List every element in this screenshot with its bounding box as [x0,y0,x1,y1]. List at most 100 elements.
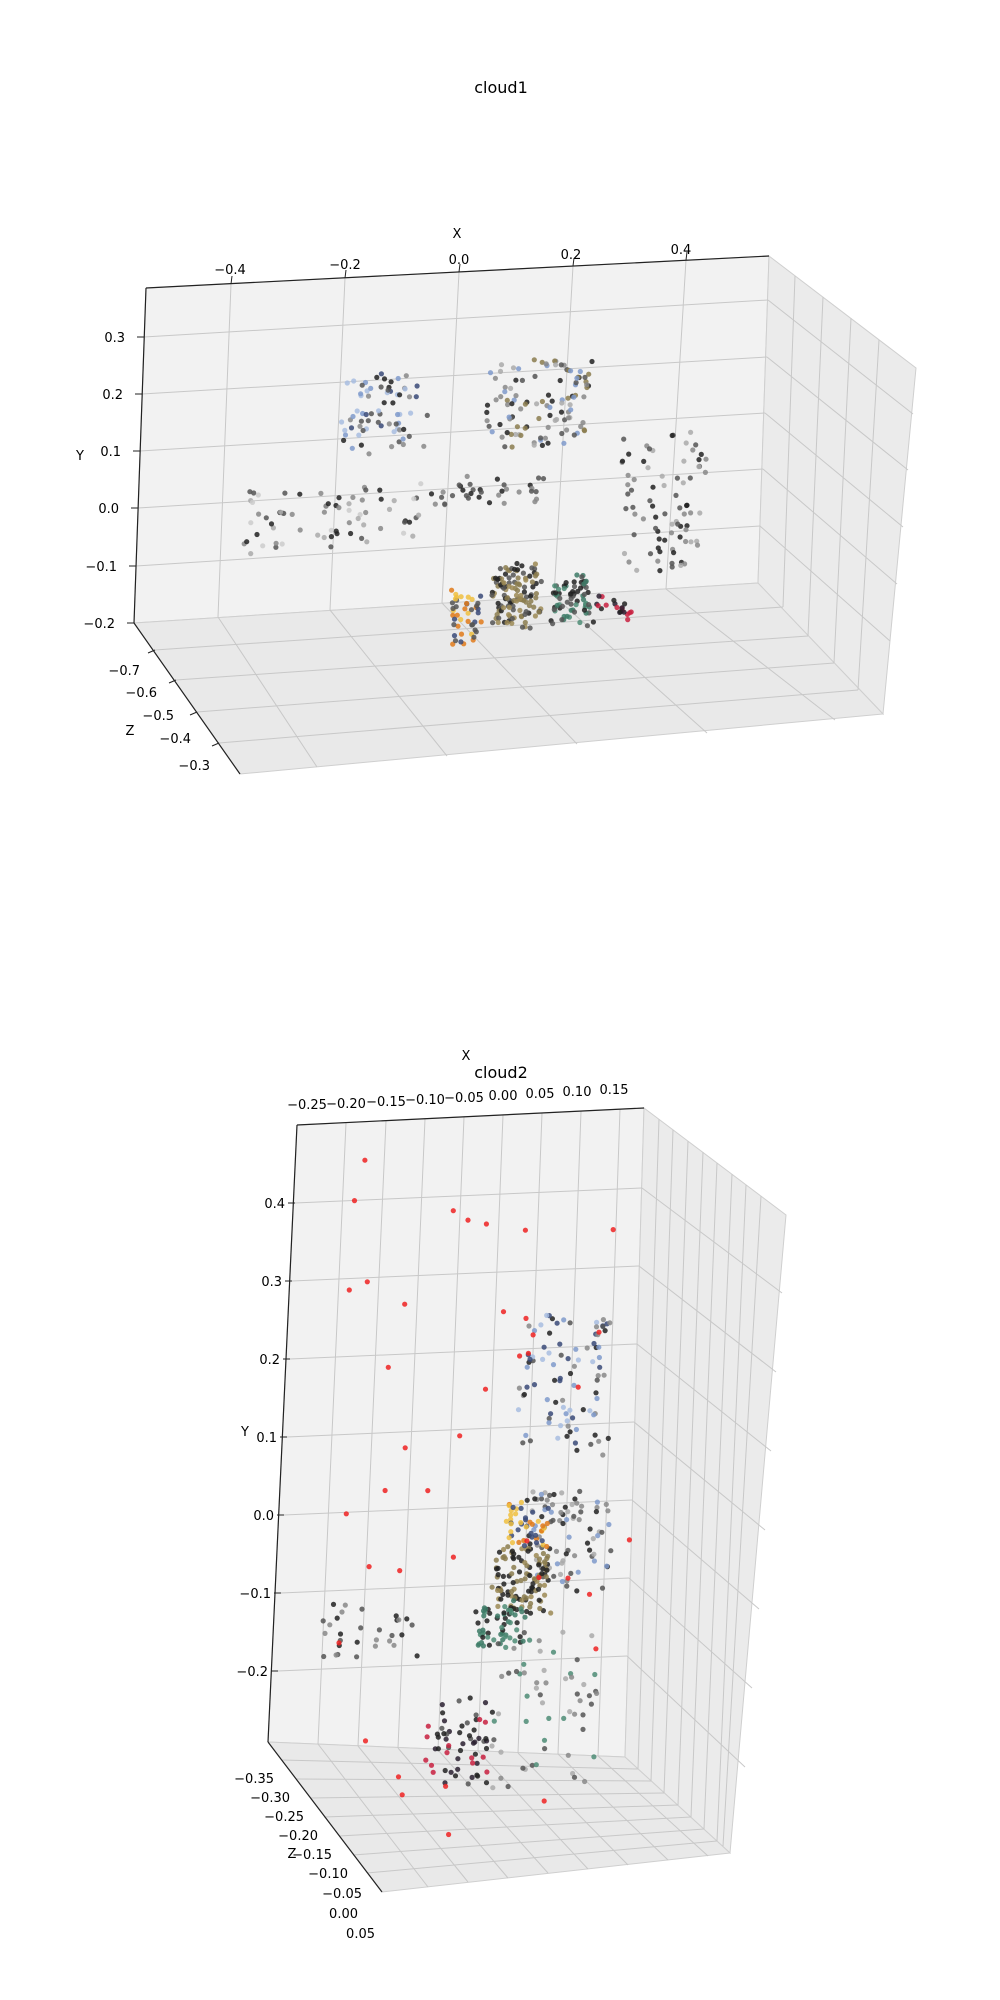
data-point [604,1563,610,1569]
data-point [337,1631,344,1637]
data-point [514,1620,520,1626]
data-point [589,358,595,365]
data-point [473,1712,479,1718]
data-point [596,1354,603,1361]
data-point [696,457,702,463]
data-point [577,368,583,375]
cloud1-y-tick-label: 0.1 [100,445,121,460]
data-point [451,616,458,622]
cloud2-y-tick-label: 0.2 [259,1353,280,1368]
data-point [530,1581,536,1587]
data-point [498,362,505,368]
data-point [557,377,563,384]
data-point [547,412,553,418]
data-point [677,534,683,540]
data-point [480,1643,486,1649]
data-point [536,1556,543,1562]
data-point [590,1536,596,1542]
cloud1-x-ticks: −0.4 −0.2 0.0 0.2 0.4 X [214,227,691,285]
cloud2-y-tick-label: −0.1 [239,1587,271,1602]
data-point [495,1572,501,1578]
data-point [603,1501,609,1507]
data-point [621,609,627,615]
cloud2-x-ticks: −0.25 −0.20 −0.15 −0.10 −0.05 0.00 0.05 … [287,1049,628,1113]
data-point [543,361,549,367]
data-point [522,611,528,618]
data-point [483,1736,489,1742]
cloud2-points [320,1157,633,1838]
data-point [528,1530,534,1536]
data-point [510,1598,517,1604]
data-point [520,1440,526,1446]
data-point [536,1562,542,1568]
data-point [339,419,345,425]
data-point [483,1221,489,1227]
data-point [510,1556,517,1562]
data-point [518,432,524,438]
data-point [364,1279,370,1285]
data-point [541,1344,547,1350]
data-point [318,490,324,496]
cloud2-back-pane [267,1107,645,1758]
data-point [567,1407,573,1413]
data-point [363,487,369,493]
data-point [575,1569,581,1575]
data-point [413,394,419,400]
cloud1-x-tick-label: −0.2 [329,258,361,273]
data-point [518,406,524,412]
data-point [690,447,696,453]
data-point [588,1701,595,1707]
data-point [396,1617,402,1623]
data-point [336,1640,342,1646]
data-point [494,476,500,482]
data-point [526,602,533,609]
data-point [541,1559,548,1565]
data-point [631,532,637,538]
data-point [466,1733,473,1739]
data-point [349,445,355,451]
data-point [601,1372,607,1378]
data-point [529,579,536,585]
data-point [499,1624,505,1631]
data-point [520,1638,526,1644]
data-point [625,482,631,488]
cloud2-gridlines [277,1108,783,1888]
data-point [581,394,587,400]
data-point [297,527,303,533]
cloud2-z-tick-label: −0.35 [234,1772,274,1787]
data-point [478,619,484,625]
data-point [411,496,417,502]
cloud1-points [241,357,709,647]
data-point [350,494,356,500]
data-point [508,1607,514,1613]
data-point [378,423,384,429]
data-point [580,1726,586,1732]
data-point [671,550,677,556]
data-point [535,1518,541,1524]
data-point [533,489,539,495]
data-point [697,510,703,516]
data-point [650,503,656,509]
data-point [532,561,539,567]
data-point [499,576,505,582]
data-point [696,464,702,470]
data-point [455,1756,461,1762]
data-point [512,1638,518,1644]
data-point [567,1320,573,1326]
data-point [625,472,631,478]
data-point [333,1652,339,1658]
data-point [526,1588,532,1594]
data-point [543,1574,549,1580]
data-point [249,499,256,505]
data-point [514,560,520,567]
data-point [327,1622,333,1628]
data-point [561,440,567,446]
data-point [492,375,498,381]
data-point [339,1609,345,1615]
data-point [571,1513,577,1519]
data-point [538,435,544,441]
data-point [591,1340,597,1347]
data-point [489,1709,495,1715]
data-point [509,616,515,622]
data-point [401,530,407,536]
